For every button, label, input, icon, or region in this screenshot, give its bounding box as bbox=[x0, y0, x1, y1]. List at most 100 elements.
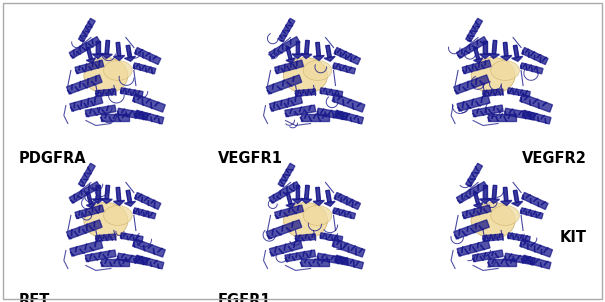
Text: KIT: KIT bbox=[560, 230, 587, 245]
Polygon shape bbox=[488, 53, 500, 58]
Polygon shape bbox=[503, 42, 508, 56]
Polygon shape bbox=[292, 54, 303, 59]
Polygon shape bbox=[324, 56, 335, 61]
Polygon shape bbox=[101, 259, 129, 266]
Polygon shape bbox=[69, 37, 100, 58]
Polygon shape bbox=[514, 190, 519, 203]
Polygon shape bbox=[125, 201, 136, 206]
Polygon shape bbox=[270, 240, 302, 256]
Polygon shape bbox=[117, 108, 148, 120]
Polygon shape bbox=[317, 253, 348, 265]
Polygon shape bbox=[456, 37, 488, 58]
Polygon shape bbox=[335, 255, 364, 269]
Polygon shape bbox=[101, 53, 113, 58]
Polygon shape bbox=[75, 60, 104, 74]
Ellipse shape bbox=[303, 61, 332, 80]
Polygon shape bbox=[301, 198, 312, 203]
Polygon shape bbox=[313, 201, 324, 205]
Polygon shape bbox=[87, 203, 96, 208]
Polygon shape bbox=[520, 239, 552, 257]
Polygon shape bbox=[483, 185, 487, 199]
Polygon shape bbox=[473, 250, 503, 262]
Polygon shape bbox=[114, 201, 125, 205]
Polygon shape bbox=[301, 53, 312, 58]
Polygon shape bbox=[512, 201, 523, 206]
Polygon shape bbox=[503, 187, 508, 201]
Polygon shape bbox=[457, 240, 490, 256]
Polygon shape bbox=[296, 40, 299, 54]
Polygon shape bbox=[67, 220, 102, 239]
Polygon shape bbox=[522, 47, 548, 65]
Polygon shape bbox=[334, 192, 361, 210]
Polygon shape bbox=[134, 47, 161, 65]
Polygon shape bbox=[295, 234, 316, 241]
Polygon shape bbox=[334, 47, 361, 65]
Polygon shape bbox=[474, 47, 480, 59]
Polygon shape bbox=[79, 163, 95, 187]
Polygon shape bbox=[522, 192, 548, 210]
Polygon shape bbox=[332, 239, 365, 257]
Polygon shape bbox=[120, 233, 143, 242]
Polygon shape bbox=[75, 205, 104, 219]
Polygon shape bbox=[278, 163, 295, 187]
Polygon shape bbox=[135, 255, 164, 269]
Polygon shape bbox=[101, 114, 129, 121]
Polygon shape bbox=[488, 114, 516, 121]
Polygon shape bbox=[522, 110, 551, 124]
Polygon shape bbox=[125, 56, 136, 61]
Polygon shape bbox=[292, 199, 303, 204]
Polygon shape bbox=[275, 205, 304, 219]
Polygon shape bbox=[93, 199, 103, 204]
Polygon shape bbox=[488, 198, 500, 203]
Polygon shape bbox=[466, 18, 482, 42]
Polygon shape bbox=[457, 95, 490, 111]
Text: RET: RET bbox=[18, 293, 50, 302]
Polygon shape bbox=[135, 110, 164, 124]
Polygon shape bbox=[454, 220, 489, 239]
Polygon shape bbox=[456, 182, 488, 203]
Polygon shape bbox=[87, 47, 93, 59]
Polygon shape bbox=[133, 208, 156, 219]
Text: PDGFRA: PDGFRA bbox=[18, 151, 86, 166]
Polygon shape bbox=[520, 208, 543, 219]
Polygon shape bbox=[501, 56, 512, 60]
Polygon shape bbox=[117, 253, 148, 265]
Polygon shape bbox=[87, 192, 93, 204]
Ellipse shape bbox=[303, 206, 332, 225]
Polygon shape bbox=[70, 95, 103, 111]
Polygon shape bbox=[132, 239, 165, 257]
Polygon shape bbox=[488, 259, 516, 266]
Polygon shape bbox=[508, 233, 530, 242]
Polygon shape bbox=[120, 88, 143, 97]
Ellipse shape bbox=[471, 202, 515, 239]
Polygon shape bbox=[333, 208, 356, 219]
Ellipse shape bbox=[471, 57, 515, 94]
Polygon shape bbox=[326, 190, 332, 203]
Polygon shape bbox=[505, 253, 535, 265]
Polygon shape bbox=[286, 192, 292, 204]
Polygon shape bbox=[105, 185, 110, 199]
Polygon shape bbox=[301, 114, 329, 121]
Polygon shape bbox=[462, 60, 491, 74]
Polygon shape bbox=[505, 108, 535, 120]
Polygon shape bbox=[116, 187, 121, 201]
Polygon shape bbox=[483, 89, 503, 96]
Polygon shape bbox=[286, 58, 295, 63]
Text: VEGFR1: VEGFR1 bbox=[218, 151, 283, 166]
Polygon shape bbox=[335, 110, 364, 124]
Polygon shape bbox=[132, 94, 165, 112]
Polygon shape bbox=[126, 45, 132, 58]
Polygon shape bbox=[70, 240, 103, 256]
Polygon shape bbox=[483, 40, 487, 54]
Polygon shape bbox=[508, 88, 530, 97]
Polygon shape bbox=[96, 40, 100, 54]
Text: FGFR1: FGFR1 bbox=[218, 293, 272, 302]
Polygon shape bbox=[269, 37, 300, 58]
Polygon shape bbox=[462, 205, 491, 219]
Polygon shape bbox=[317, 108, 348, 120]
Ellipse shape bbox=[84, 57, 128, 94]
Polygon shape bbox=[522, 255, 551, 269]
Ellipse shape bbox=[84, 202, 128, 239]
Polygon shape bbox=[85, 105, 116, 117]
Polygon shape bbox=[320, 88, 342, 97]
